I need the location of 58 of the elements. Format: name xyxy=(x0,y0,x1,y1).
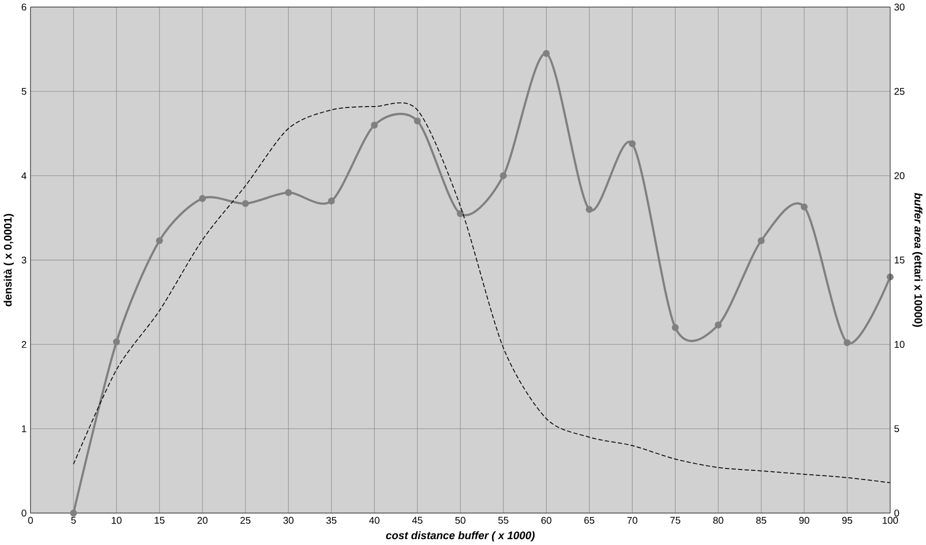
x-tick-label: 85 xyxy=(756,516,766,524)
point xyxy=(284,189,292,196)
point xyxy=(672,324,679,332)
x-tick-label: 60 xyxy=(541,516,552,524)
point xyxy=(800,203,808,210)
x-tick-label: 70 xyxy=(627,516,638,524)
point xyxy=(586,206,593,213)
x-tick-label: 10 xyxy=(112,516,122,524)
x-tick-label: 20 xyxy=(198,516,208,524)
point xyxy=(328,198,335,205)
point xyxy=(113,338,120,346)
y-tick-label: 1 xyxy=(22,425,26,432)
x-tick-label: 65 xyxy=(584,516,594,524)
x-tick-label: 75 xyxy=(670,516,680,524)
point xyxy=(844,339,851,346)
point xyxy=(242,200,249,208)
point xyxy=(758,237,765,244)
x-axis-title: cost distance buffer ( x 1000) xyxy=(386,531,535,542)
x-tick-label: 100 xyxy=(882,516,898,524)
x-tick-label: 95 xyxy=(842,516,852,524)
y2-tick-label: 5 xyxy=(894,425,900,432)
point xyxy=(414,117,421,124)
x-tick-label: 35 xyxy=(326,516,336,524)
y-tick-label: 0 xyxy=(22,510,26,517)
x-tick-label: 40 xyxy=(369,516,380,524)
point xyxy=(886,273,894,280)
point xyxy=(456,210,464,218)
point xyxy=(714,322,722,328)
x-tick-label: 25 xyxy=(240,516,250,524)
point xyxy=(70,510,77,517)
x-tick-label: 5 xyxy=(71,516,76,524)
y-tick-label: 3 xyxy=(22,256,26,264)
point xyxy=(500,172,507,180)
x-tick-label: 80 xyxy=(713,516,724,524)
point xyxy=(628,140,636,148)
y-tick-label: 2 xyxy=(22,340,26,348)
y2-tick-label: 30 xyxy=(894,4,904,11)
y2-tick-label: 15 xyxy=(894,256,904,264)
y2-tick-label: 0 xyxy=(894,510,900,517)
y-tick-label: 4 xyxy=(21,172,26,180)
x-tick-label: 30 xyxy=(283,516,294,524)
x-tick-label: 90 xyxy=(799,516,810,524)
x-tick-label: 45 xyxy=(412,516,422,524)
y2-tick-label: 25 xyxy=(894,88,904,95)
x-tick-label: 55 xyxy=(498,516,508,524)
x-tick-label: 50 xyxy=(455,516,466,524)
x-tick-label: 15 xyxy=(154,516,164,524)
point xyxy=(156,237,163,244)
point xyxy=(370,122,378,129)
y-tick-label: 5 xyxy=(22,88,26,95)
y2-axis-title: buffer area (ettari x 10000) xyxy=(912,192,922,327)
y-tick-label: 6 xyxy=(22,4,26,11)
y2-tick-label: 10 xyxy=(894,340,904,348)
y-axis-title: densità ( x 0,0001) xyxy=(4,214,14,306)
point xyxy=(542,50,550,57)
y2-tick-label: 20 xyxy=(894,172,904,180)
point xyxy=(198,195,206,202)
x-tick-label: 0 xyxy=(28,516,33,524)
